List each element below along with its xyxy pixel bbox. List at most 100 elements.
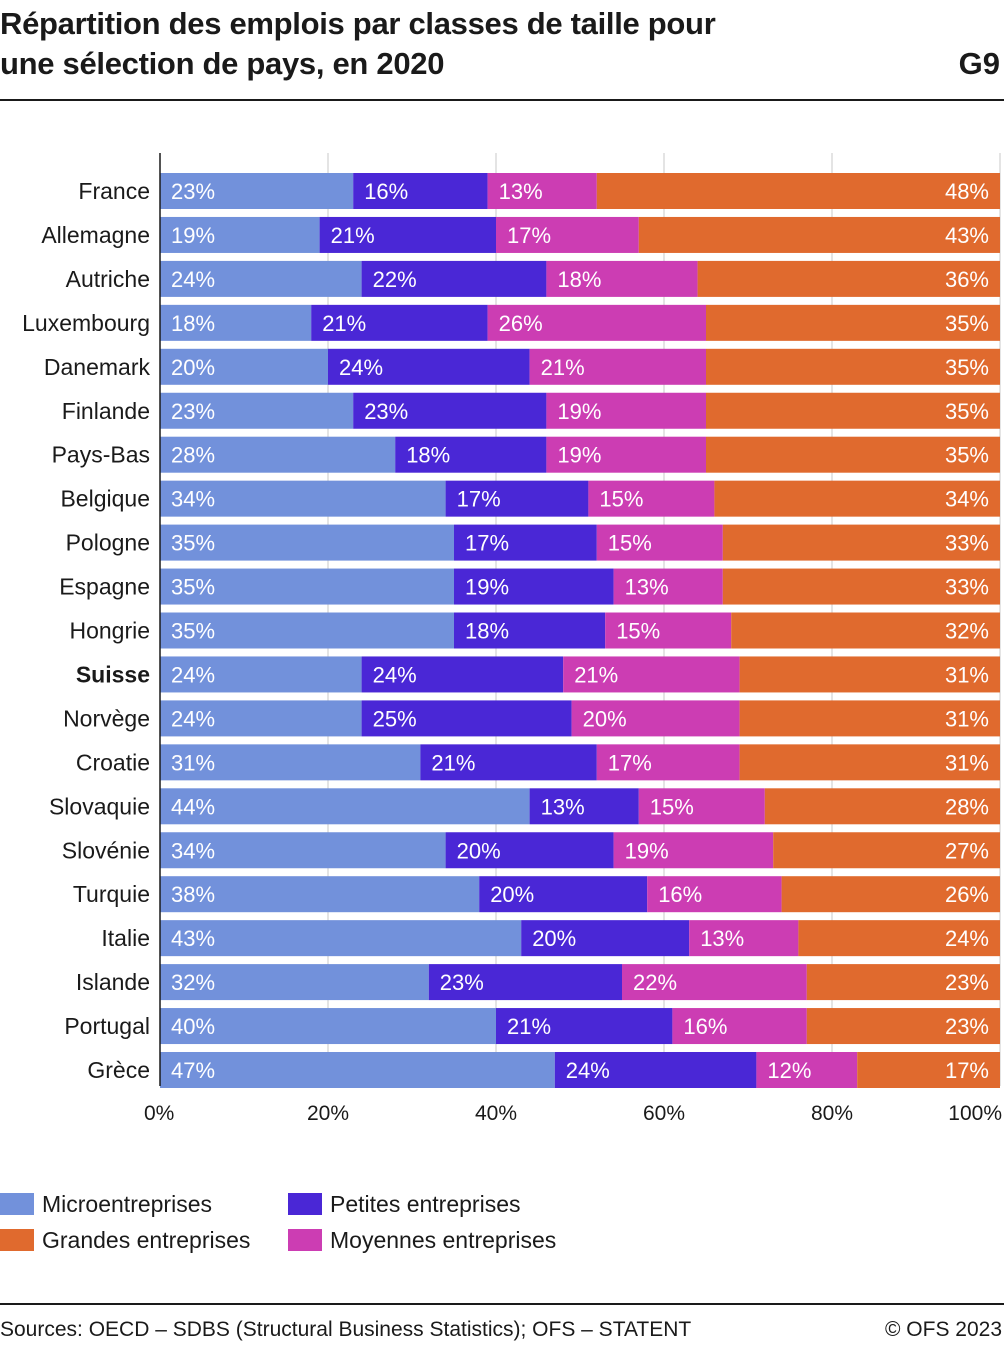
data-label: 23% (171, 399, 215, 424)
bar-segment (857, 1052, 1000, 1088)
data-label: 44% (171, 794, 215, 819)
data-label: 16% (364, 179, 408, 204)
bar-segment (521, 920, 690, 957)
bar-segment (160, 216, 320, 253)
chart-title-line-2: une sélection de pays, en 2020 (0, 46, 445, 81)
legend-item-petites-entreprises: Petites entreprises (288, 1186, 520, 1222)
x-tick-label: 60% (643, 1102, 685, 1125)
category-label: Danemark (44, 354, 151, 380)
data-label: 23% (945, 970, 989, 995)
bar-segment (613, 568, 723, 605)
data-label: 31% (945, 750, 989, 775)
bar-segment (706, 392, 1000, 429)
bar-segment (605, 612, 732, 649)
category-label: France (78, 178, 150, 204)
bar-segment (160, 348, 328, 385)
bar-segment (546, 436, 706, 473)
bar-segment (160, 612, 454, 649)
data-label: 18% (465, 619, 509, 644)
data-label: 33% (945, 531, 989, 556)
category-label: Allemagne (41, 222, 150, 248)
bar-segment (706, 304, 1000, 341)
legend-label-microentreprises: Microentreprises (42, 1190, 212, 1217)
bar-segment (596, 524, 723, 561)
bar-segment (496, 216, 639, 253)
bar-segment (420, 744, 597, 781)
category-label: Finlande (62, 398, 150, 424)
data-label: 19% (171, 223, 215, 248)
data-label: 17% (457, 487, 501, 512)
data-label: 19% (557, 443, 601, 468)
bar-segment (672, 1008, 807, 1045)
data-label: 23% (945, 1014, 989, 1039)
bar-segment (328, 348, 530, 385)
bar-segment (764, 788, 1000, 825)
data-label: 13% (700, 926, 744, 951)
data-label: 18% (557, 267, 601, 292)
bar-segment (160, 832, 446, 869)
bar-segment (160, 304, 312, 341)
data-label: 24% (339, 355, 383, 380)
bar-segment (563, 656, 740, 693)
data-label: 31% (945, 662, 989, 687)
legend-swatch-moyennes-entreprises (288, 1229, 322, 1251)
bar-segment (160, 1008, 496, 1045)
bar-segment (160, 656, 362, 693)
x-tick-label: 100% (948, 1102, 1002, 1125)
data-label: 24% (171, 267, 215, 292)
source-note: Sources: OECD – SDBS (Structural Busines… (0, 1318, 692, 1341)
data-label: 19% (557, 399, 601, 424)
data-label: 19% (465, 575, 509, 600)
data-label: 22% (373, 267, 417, 292)
category-label: Islande (76, 969, 150, 995)
data-label: 34% (171, 487, 215, 512)
legend-swatch-microentreprises (0, 1193, 34, 1215)
data-label: 24% (566, 1058, 610, 1083)
legend-item-grandes-entreprises: Grandes entreprises (0, 1222, 250, 1258)
category-label: Slovénie (62, 837, 150, 863)
legend-item-moyennes-entreprises: Moyennes entreprises (288, 1222, 556, 1258)
category-label: Autriche (66, 266, 150, 292)
data-label: 43% (945, 223, 989, 248)
category-label: Pays-Bas (52, 442, 150, 468)
data-label: 27% (945, 838, 989, 863)
data-label: 18% (406, 443, 450, 468)
bar-segment (445, 832, 614, 869)
bar-segment (638, 788, 765, 825)
data-label: 43% (171, 926, 215, 951)
bar-segment (739, 656, 1000, 693)
category-label: Pologne (66, 530, 150, 556)
data-label: 17% (507, 223, 551, 248)
data-label: 24% (945, 926, 989, 951)
data-label: 20% (532, 926, 576, 951)
bar-segment (361, 656, 564, 693)
data-label: 48% (945, 179, 989, 204)
x-tick-label: 0% (144, 1102, 174, 1125)
bar-segment (697, 260, 1000, 297)
data-label: 20% (583, 706, 627, 731)
data-label: 38% (171, 882, 215, 907)
category-label: Norvège (63, 705, 150, 731)
data-label: 26% (499, 311, 543, 336)
bar-segment (428, 964, 622, 1001)
bar-segment (445, 480, 589, 517)
category-label: Italie (101, 925, 150, 951)
data-label: 21% (541, 355, 585, 380)
legend-row-2: Grandes entreprises Moyennes entreprises (0, 1222, 1000, 1258)
bar-segment (596, 744, 740, 781)
chart-id: G9 (958, 46, 1000, 81)
data-label: 21% (331, 223, 375, 248)
legend-label-grandes-entreprises: Grandes entreprises (42, 1226, 251, 1253)
data-label: 32% (171, 970, 215, 995)
data-label: 31% (171, 750, 215, 775)
category-label: Belgique (60, 486, 150, 512)
bar-segment (739, 744, 1000, 781)
bar-segment (706, 436, 1000, 473)
data-label: 13% (499, 179, 543, 204)
bar-segment (160, 568, 454, 605)
bar-segment (487, 304, 706, 341)
data-label: 12% (767, 1058, 811, 1083)
data-label: 21% (431, 750, 475, 775)
data-label: 21% (322, 311, 366, 336)
bar-segment (714, 480, 1000, 517)
